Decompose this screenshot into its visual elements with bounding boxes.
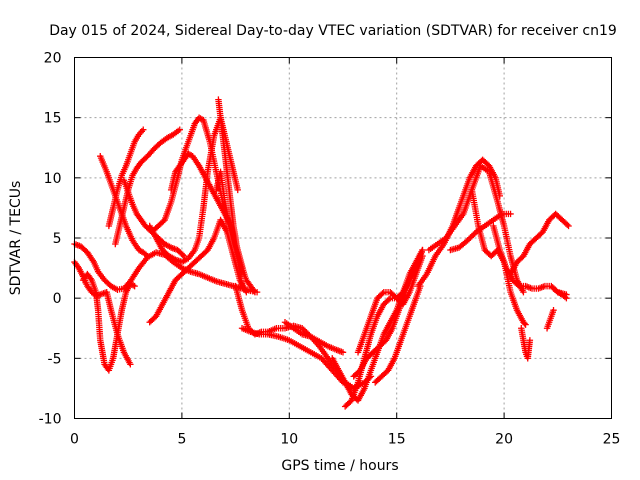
y-tick-label: -5: [48, 351, 62, 367]
data-point: [419, 246, 426, 254]
data-point: [465, 235, 473, 243]
series-track-27: [507, 210, 572, 278]
data-point: [565, 222, 572, 230]
chart-title: Day 015 of 2024, Sidereal Day-to-day VTE…: [49, 23, 617, 39]
data-point: [526, 337, 534, 344]
y-tick-label: 0: [53, 291, 62, 307]
data-point: [470, 231, 477, 238]
x-axis-label: GPS time / hours: [281, 458, 398, 474]
series-track-4: [97, 152, 151, 260]
data-point: [160, 217, 167, 225]
series-track-24: [447, 210, 514, 254]
data-point: [234, 186, 241, 194]
series-track-5: [105, 126, 147, 230]
ticks: 0 5 10 15 20 25 -10 -5 0 5 10 15 20: [39, 51, 621, 448]
series-track-29: [543, 307, 557, 332]
data-point: [521, 320, 528, 327]
data-point: [176, 126, 183, 133]
y-tick-label: 5: [53, 231, 62, 247]
data-point: [561, 293, 569, 301]
data-point: [564, 221, 571, 228]
data-point: [243, 288, 250, 296]
series-track-13: [215, 96, 246, 290]
data-point: [339, 349, 347, 356]
data-point: [385, 296, 393, 303]
grid: [74, 57, 612, 419]
x-tick-label: 10: [280, 432, 298, 448]
series-track-19: [350, 270, 415, 380]
series-track-20: [354, 252, 426, 356]
y-tick-label: -10: [39, 412, 62, 428]
data-point: [251, 288, 259, 296]
x-tick-label: 20: [495, 432, 513, 448]
y-axis-label: SDTVAR / TECUs: [8, 181, 24, 296]
series-track-21: [372, 282, 424, 386]
x-tick-label: 25: [603, 432, 621, 448]
x-tick-label: 5: [177, 432, 186, 448]
data-point: [144, 252, 151, 260]
data-point: [379, 290, 386, 297]
data-point: [550, 307, 557, 314]
series-track-28: [518, 325, 534, 362]
data-point: [347, 398, 354, 405]
data-point: [520, 288, 527, 296]
data-point: [131, 282, 138, 290]
series-track-2: [71, 258, 134, 368]
data-point: [130, 282, 137, 289]
data-point: [563, 294, 570, 302]
data-point: [468, 232, 476, 240]
data-point: [238, 282, 246, 290]
data-point: [298, 325, 306, 332]
data-point: [127, 361, 134, 368]
x-tick-label: 15: [388, 432, 406, 448]
y-tick-label: 10: [44, 171, 62, 187]
y-tick-label: 15: [44, 111, 62, 127]
data-point: [179, 251, 186, 259]
data-point: [507, 210, 514, 218]
y-tick-label: 20: [44, 51, 62, 67]
data-points: [71, 96, 572, 410]
series-track-3: [79, 270, 138, 374]
series-track-30: [550, 285, 570, 302]
series-track-6: [112, 126, 183, 248]
data-point: [140, 126, 147, 133]
data-point: [522, 321, 529, 328]
data-point: [419, 252, 426, 260]
x-tick-label: 0: [70, 432, 79, 448]
data-point: [467, 234, 474, 241]
series-track-22: [414, 156, 504, 290]
data-point: [514, 281, 522, 289]
data-point: [142, 251, 150, 259]
data-point: [464, 237, 471, 244]
